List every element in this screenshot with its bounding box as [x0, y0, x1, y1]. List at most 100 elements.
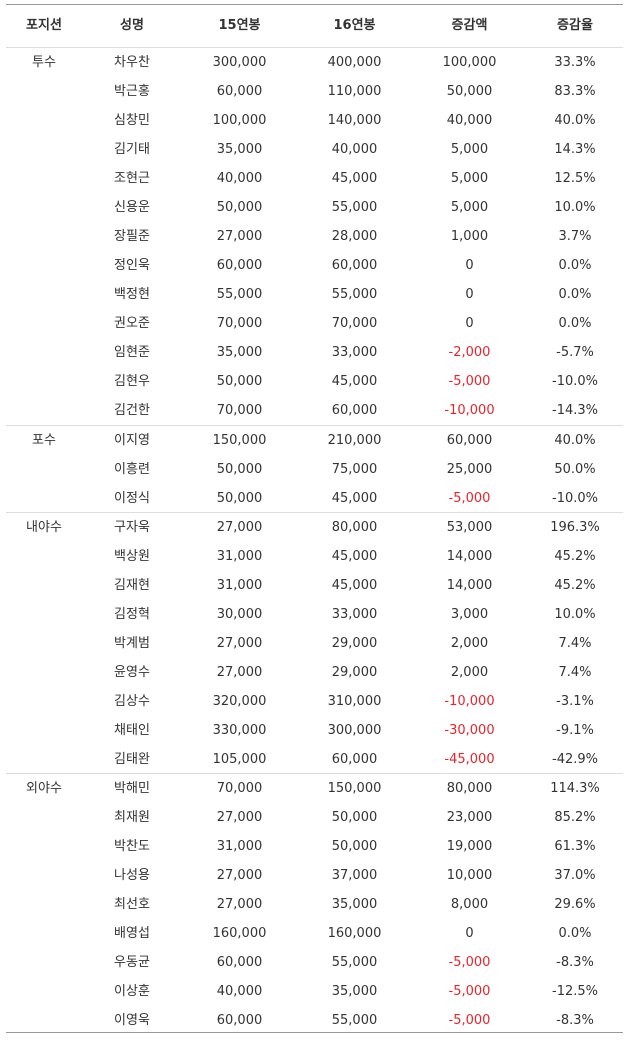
salary-2016: 55,000: [331, 200, 378, 215]
change-amount: 23,000: [446, 810, 493, 825]
change-amount: -5,000: [448, 984, 491, 999]
player-name: 박계범: [114, 636, 150, 651]
table-top-rule: [6, 4, 623, 5]
player-name: 윤영수: [114, 665, 150, 680]
salary-2015: 55,000: [216, 287, 263, 302]
table-row: 이지영 150,000 210,000 60,000 40.0%: [6, 426, 623, 455]
salary-2015: 31,000: [216, 549, 263, 564]
table-row: 이상훈 40,000 35,000 -5,000 -12.5%: [6, 977, 623, 1006]
change-rate: 50.0%: [554, 462, 596, 477]
change-amount: -2,000: [448, 345, 491, 360]
position-group: 투수 차우찬 300,000 400,000 100,000 33.3% 박근홍 60,000…: [6, 48, 623, 425]
salary-2016: 60,000: [331, 258, 378, 273]
salary-2015: 300,000: [212, 55, 267, 70]
change-amount: 0: [465, 258, 474, 273]
salary-2015: 40,000: [216, 984, 263, 999]
player-name: 백상원: [114, 549, 150, 564]
position-label: 투수: [32, 55, 56, 70]
salary-2015: 27,000: [216, 868, 263, 883]
salary-2015: 27,000: [216, 897, 263, 912]
player-name: 구자욱: [114, 520, 150, 535]
change-rate: -12.5%: [552, 984, 598, 999]
change-amount: -10,000: [444, 694, 495, 709]
change-rate: 61.3%: [554, 839, 596, 854]
salary-2015: 31,000: [216, 839, 263, 854]
salary-2016: 300,000: [327, 723, 382, 738]
player-name: 나성용: [114, 868, 150, 883]
salary-2015: 60,000: [216, 1013, 263, 1028]
change-rate: 7.4%: [558, 636, 592, 651]
change-amount: 19,000: [446, 839, 493, 854]
salary-2015: 27,000: [216, 636, 263, 651]
player-name: 박해민: [114, 781, 150, 796]
salary-2015: 60,000: [216, 84, 263, 99]
change-rate: 40.0%: [554, 113, 596, 128]
change-amount: 100,000: [442, 55, 497, 70]
player-name: 이정식: [114, 491, 150, 506]
salary-2015: 35,000: [216, 142, 263, 157]
change-rate: -10.0%: [552, 374, 598, 389]
table-row: 임현준 35,000 33,000 -2,000 -5.7%: [6, 338, 623, 367]
salary-2015: 105,000: [212, 752, 267, 767]
salary-2015: 35,000: [216, 345, 263, 360]
change-rate: -10.0%: [552, 491, 598, 506]
table-row: 최선호 27,000 35,000 8,000 29.6%: [6, 890, 623, 919]
change-amount: -5,000: [448, 374, 491, 389]
salary-2015: 30,000: [216, 607, 263, 622]
salary-2016: 110,000: [327, 84, 382, 99]
change-rate: 10.0%: [554, 607, 596, 622]
player-name: 김재현: [114, 578, 150, 593]
change-rate: 114.3%: [550, 781, 600, 796]
header-name: 성명: [120, 18, 144, 33]
table-row: 김건한 70,000 60,000 -10,000 -14.3%: [6, 396, 623, 425]
table-row: 최재원 27,000 50,000 23,000 85.2%: [6, 803, 623, 832]
change-rate: -3.1%: [556, 694, 594, 709]
salary-2016: 55,000: [331, 287, 378, 302]
salary-2016: 37,000: [331, 868, 378, 883]
change-amount: 50,000: [446, 84, 493, 99]
salary-2015: 320,000: [212, 694, 267, 709]
table-row: 백상원 31,000 45,000 14,000 45.2%: [6, 542, 623, 571]
change-rate: 45.2%: [554, 549, 596, 564]
salary-2015: 70,000: [216, 316, 263, 331]
change-rate: -5.7%: [556, 345, 594, 360]
salary-2015: 50,000: [216, 491, 263, 506]
player-name: 신용운: [114, 200, 150, 215]
player-name: 조현근: [114, 171, 150, 186]
change-rate: 0.0%: [558, 316, 592, 331]
change-amount: 40,000: [446, 113, 493, 128]
player-name: 임현준: [114, 345, 150, 360]
change-rate: 12.5%: [554, 171, 596, 186]
table-row: 장필준 27,000 28,000 1,000 3.7%: [6, 222, 623, 251]
table-row: 차우찬 300,000 400,000 100,000 33.3%: [6, 48, 623, 77]
salary-2016: 70,000: [331, 316, 378, 331]
salary-2016: 33,000: [331, 607, 378, 622]
change-rate: -9.1%: [556, 723, 594, 738]
salary-2016: 60,000: [331, 403, 378, 418]
salary-2016: 28,000: [331, 229, 378, 244]
salary-2016: 33,000: [331, 345, 378, 360]
change-amount: 5,000: [450, 171, 489, 186]
salary-2015: 31,000: [216, 578, 263, 593]
change-amount: 3,000: [450, 607, 489, 622]
table-row: 채태인 330,000 300,000 -30,000 -9.1%: [6, 716, 623, 745]
table-row: 이흥련 50,000 75,000 25,000 50.0%: [6, 455, 623, 484]
change-amount: -5,000: [448, 1013, 491, 1028]
salary-2015: 60,000: [216, 258, 263, 273]
change-rate: 33.3%: [554, 55, 596, 70]
player-name: 백정현: [114, 287, 150, 302]
change-rate: -8.3%: [556, 1013, 594, 1028]
player-name: 이상훈: [114, 984, 150, 999]
salary-2015: 27,000: [216, 520, 263, 535]
salary-2016: 50,000: [331, 839, 378, 854]
salary-2015: 50,000: [216, 374, 263, 389]
table-bottom-rule: [6, 1032, 623, 1033]
change-amount: 1,000: [450, 229, 489, 244]
position-label: 내야수: [26, 520, 62, 535]
salary-2015: 100,000: [212, 113, 267, 128]
table-row: 김현우 50,000 45,000 -5,000 -10.0%: [6, 367, 623, 396]
change-amount: 0: [465, 926, 474, 941]
change-amount: -10,000: [444, 403, 495, 418]
change-amount: 25,000: [446, 462, 493, 477]
header-change-rate: 증감율: [557, 18, 593, 33]
